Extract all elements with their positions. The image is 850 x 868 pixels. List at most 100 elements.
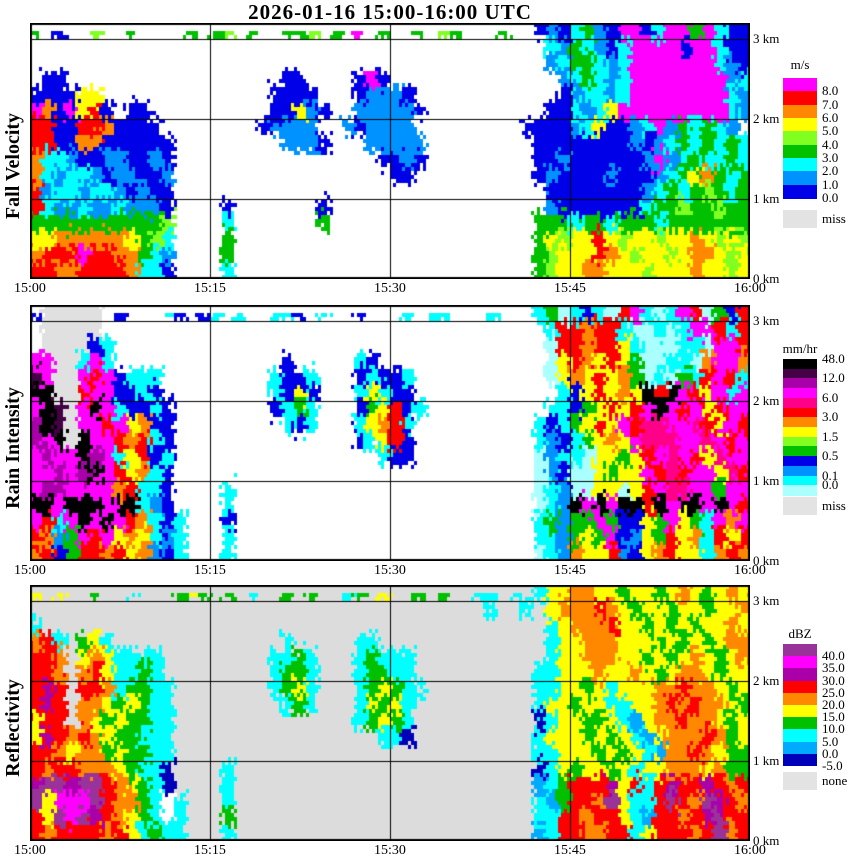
- legend-color-swatch: [783, 78, 817, 92]
- legend-color-swatch: [783, 144, 817, 159]
- legend-miss-label: miss: [822, 211, 846, 226]
- legend-scale-label: 3.0: [822, 150, 839, 166]
- chart-title: 2026-01-16 15:00-16:00 UTC: [248, 0, 532, 24]
- legend-color-swatch: [783, 359, 817, 370]
- legend-scale-label: 25.0: [822, 684, 845, 700]
- legend-color-swatch: [783, 104, 817, 119]
- legend-color-swatch: [783, 388, 817, 399]
- legend-color-swatch: [783, 485, 817, 496]
- y-tick-label: 0 km: [753, 271, 780, 286]
- legend-scale-label: 15.0: [822, 709, 845, 725]
- x-tick-label: 15:30: [374, 843, 406, 858]
- x-tick-label: 15:15: [194, 281, 226, 296]
- legend-color-swatch: [783, 397, 817, 409]
- x-tick-label: 15:30: [374, 281, 406, 296]
- fall-velocity-heatmap: [30, 23, 750, 279]
- y-tick-label: 2 km: [753, 111, 780, 126]
- legend-scale-label: 0.1: [822, 467, 839, 483]
- legend-color-swatch: [783, 427, 817, 438]
- fall-velocity-legend-title: m/s: [790, 57, 810, 72]
- legend-miss-label: none: [822, 773, 848, 788]
- reflectivity-heatmap: [30, 585, 750, 841]
- legend-color-swatch: [783, 741, 817, 755]
- legend-color-swatch: [783, 158, 817, 172]
- x-tick-label: 15:00: [14, 281, 46, 296]
- legend-color-swatch: [783, 680, 817, 694]
- legend-color-swatch: [783, 417, 817, 428]
- legend-scale-label: 0.5: [822, 448, 839, 464]
- legend-color-swatch: [783, 656, 817, 669]
- legend-color-swatch: [783, 465, 817, 477]
- x-tick-label: 15:00: [14, 843, 46, 858]
- x-tick-label: 15:15: [194, 563, 226, 578]
- x-tick-label: 15:45: [554, 563, 586, 578]
- legend-miss-swatch: [783, 772, 817, 790]
- reflectivity-axis-title: Reflectivity: [2, 679, 24, 777]
- legend-color-swatch: [783, 668, 817, 682]
- rain-intensity-axis-title: Rain Intensity: [2, 387, 24, 509]
- x-tick-label: 15:45: [554, 843, 586, 858]
- legend-scale-label: 6.0: [822, 389, 839, 405]
- legend-scale-label: 0.0: [822, 190, 839, 206]
- legend-color-swatch: [783, 378, 817, 389]
- x-tick-label: 16:00: [734, 843, 766, 858]
- fall-velocity-axis-title: Fall Velocity: [2, 112, 24, 220]
- legend-scale-label: 35.0: [822, 660, 845, 676]
- legend-scale-label: 7.0: [822, 96, 839, 112]
- legend-scale-label: 10.0: [822, 721, 845, 737]
- legend-color-swatch: [783, 692, 817, 706]
- legend-color-swatch: [783, 475, 817, 486]
- legend-scale-label: 0.0: [822, 477, 839, 493]
- rain-intensity-heatmap: [30, 305, 750, 561]
- legend-scale-label: 0.0: [822, 745, 839, 761]
- legend-miss-swatch: [783, 497, 817, 515]
- legend-scale-label: 30.0: [822, 672, 845, 688]
- legend-color-swatch: [783, 91, 817, 106]
- y-tick-label: 3 km: [753, 593, 780, 608]
- x-tick-label: 15:30: [374, 563, 406, 578]
- legend-scale-label: 1.0: [822, 176, 839, 192]
- legend-color-swatch: [783, 184, 817, 199]
- legend-scale-label: 48.0: [822, 351, 845, 366]
- legend-scale-label: 2.0: [822, 163, 839, 179]
- y-tick-label: 0 km: [753, 553, 780, 568]
- legend-miss-swatch: [783, 210, 817, 228]
- legend-color-swatch: [783, 436, 817, 447]
- legend-color-swatch: [783, 446, 817, 457]
- legend-color-swatch: [783, 717, 817, 730]
- legend-scale-label: 8.0: [822, 83, 839, 99]
- legend-color-swatch: [783, 729, 817, 743]
- legend-scale-label: 40.0: [822, 648, 845, 664]
- legend-scale-label: 20.0: [822, 697, 845, 712]
- legend-scale-label: 12.0: [822, 370, 845, 386]
- legend-color-swatch: [783, 407, 817, 418]
- legend-scale-label: 5.0: [822, 123, 839, 139]
- legend-miss-label: miss: [822, 498, 846, 513]
- legend-color-swatch: [783, 171, 817, 186]
- y-tick-label: 0 km: [753, 833, 780, 848]
- legend-color-swatch: [783, 644, 817, 657]
- y-tick-label: 3 km: [753, 313, 780, 328]
- legend-scale-label: 4.0: [822, 136, 839, 152]
- legend-scale-label: 6.0: [822, 110, 839, 126]
- x-tick-label: 15:45: [554, 281, 586, 296]
- legend-scale-label: 3.0: [822, 409, 839, 425]
- legend-scale-label: 5.0: [822, 733, 839, 749]
- legend-color-swatch: [783, 368, 817, 379]
- y-tick-label: 2 km: [753, 673, 780, 688]
- x-tick-label: 16:00: [734, 563, 766, 578]
- reflectivity-legend-title: dBZ: [788, 626, 812, 641]
- y-tick-label: 2 km: [753, 393, 780, 408]
- y-tick-label: 1 km: [753, 191, 780, 206]
- legend-color-swatch: [783, 753, 817, 767]
- y-tick-label: 3 km: [753, 31, 780, 46]
- y-tick-label: 1 km: [753, 473, 780, 488]
- legend-color-swatch: [783, 118, 817, 132]
- legend-scale-label: -5.0: [822, 758, 843, 773]
- legend-color-swatch: [783, 456, 817, 467]
- y-tick-label: 1 km: [753, 753, 780, 768]
- x-tick-label: 16:00: [734, 281, 766, 296]
- x-tick-label: 15:00: [14, 563, 46, 578]
- x-tick-label: 15:15: [194, 843, 226, 858]
